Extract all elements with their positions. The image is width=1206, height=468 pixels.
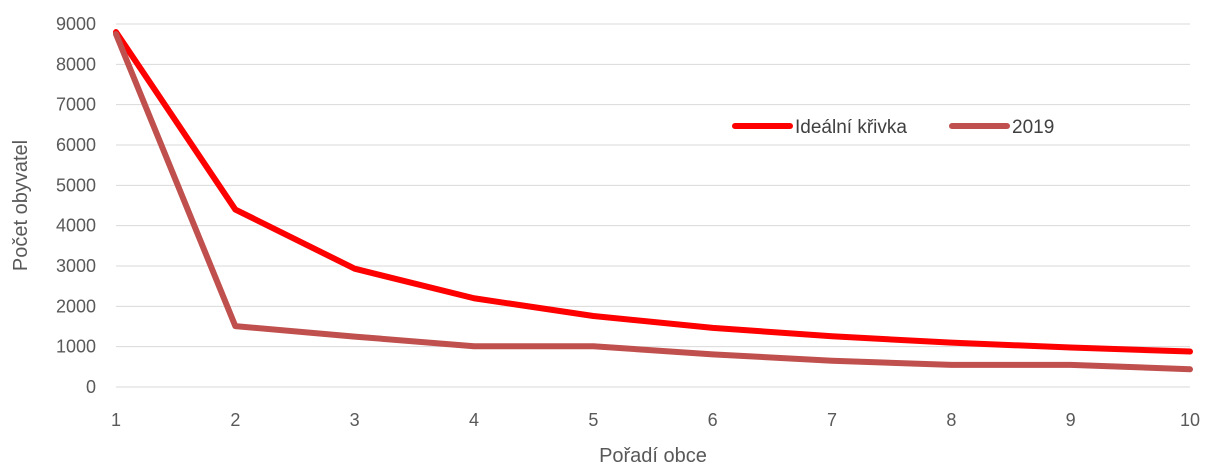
series-lines xyxy=(113,29,1193,373)
legend: Ideální křivka 2019 xyxy=(732,117,1054,138)
y-tick-label: 1000 xyxy=(56,337,96,357)
y-axis-title: Počet obyvatel xyxy=(10,140,32,271)
series-line-idealni-krivka xyxy=(113,29,1193,355)
x-tick-label: 1 xyxy=(111,410,121,430)
legend-label: 2019 xyxy=(1012,117,1054,138)
y-axis-ticks: 0 1000 2000 3000 4000 5000 6000 7000 8000 9000 xyxy=(56,14,96,397)
gridlines xyxy=(116,23,1190,348)
y-tick-label: 7000 xyxy=(56,95,96,115)
x-tick-label: 7 xyxy=(827,410,837,430)
y-tick-label: 5000 xyxy=(56,175,96,195)
y-tick-label: 2000 xyxy=(56,296,96,316)
x-tick-label: 5 xyxy=(588,410,598,430)
y-tick-label: 9000 xyxy=(56,14,96,34)
legend-label: Ideální křivka xyxy=(795,117,907,138)
x-axis-ticks: 1 2 3 4 5 6 7 8 9 10 xyxy=(111,410,1200,430)
x-axis-title: Pořadí obce xyxy=(599,445,707,467)
x-tick-label: 9 xyxy=(1066,410,1076,430)
series-line-2019 xyxy=(113,31,1193,373)
x-tick-label: 8 xyxy=(946,410,956,430)
y-tick-label: 3000 xyxy=(56,256,96,276)
y-tick-label: 8000 xyxy=(56,54,96,74)
x-tick-label: 4 xyxy=(469,410,479,430)
y-tick-label: 4000 xyxy=(56,216,96,236)
y-tick-label: 0 xyxy=(86,377,96,397)
y-tick-label: 6000 xyxy=(56,135,96,155)
x-tick-label: 6 xyxy=(708,410,718,430)
x-tick-label: 2 xyxy=(230,410,240,430)
x-tick-label: 3 xyxy=(350,410,360,430)
x-tick-label: 10 xyxy=(1180,410,1200,430)
